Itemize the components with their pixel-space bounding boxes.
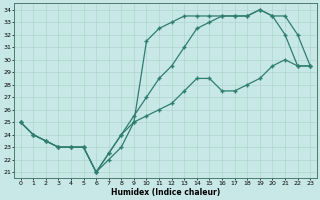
X-axis label: Humidex (Indice chaleur): Humidex (Indice chaleur): [111, 188, 220, 197]
